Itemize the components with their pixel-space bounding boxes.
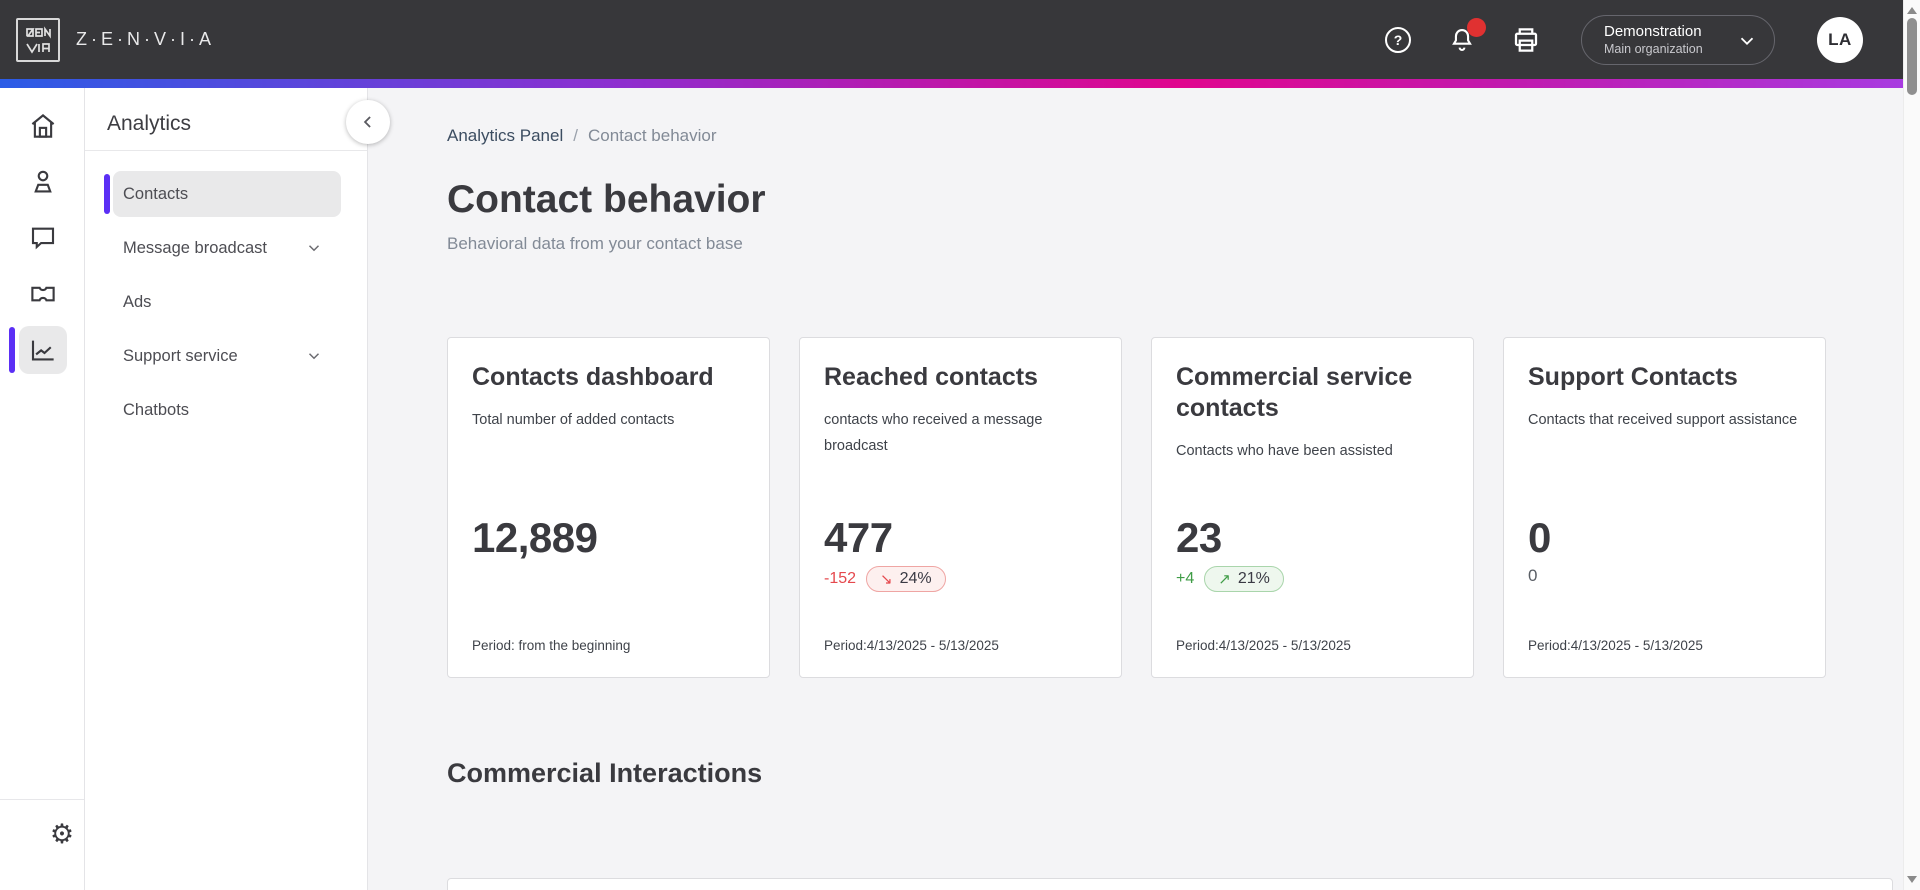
sidebar-menu: Contacts Message broadcast Ads Support s… [85,171,367,433]
section-title-commercial-interactions: Commercial Interactions [447,758,763,788]
help-icon[interactable]: ? [1381,23,1415,57]
card-support-contacts: Support Contacts Contacts that received … [1503,337,1826,678]
scroll-up-arrow[interactable] [1907,7,1917,14]
page-title: Contact behavior [447,178,766,221]
card-reached-contacts: Reached contacts contacts who received a… [799,337,1122,678]
page-subtitle: Behavioral data from your contact base [447,234,743,253]
brand-wordmark: Z·E·N·V·I·A [76,29,215,49]
card-description: Contacts that received support assistanc… [1528,412,1798,428]
topbar: Z·E·N·V·I·A ? Demonstration Main organiz… [0,0,1903,79]
sidebar-collapse-button[interactable] [346,100,390,144]
card-value: 23 [1176,514,1222,561]
card-title: Commercial service contacts [1176,363,1413,422]
printer-icon[interactable] [1509,23,1543,57]
svg-text:?: ? [1394,32,1403,48]
home-icon [28,111,58,141]
notifications-bell-icon[interactable] [1445,17,1486,57]
sidebar-divider [85,150,367,151]
sidebar-item-label: Ads [123,292,152,311]
gear-icon: ⚙ [49,818,75,849]
sidebar-item-label: Message broadcast [123,238,267,257]
organization-switcher[interactable]: Demonstration Main organization [1581,14,1775,65]
card-period: Period: from the beginning [472,638,631,653]
sidebar-item-chatbots[interactable]: Chatbots [113,387,341,433]
sidebar-item-message-broadcast[interactable]: Message broadcast [113,225,341,271]
rail-item-campaigns[interactable] [19,270,67,318]
sidebar-item-ads[interactable]: Ads [113,279,341,325]
rail-item-conversations[interactable] [19,214,67,262]
chevron-down-icon [305,347,323,365]
trend-percent: 24% [899,570,932,587]
rail-item-settings[interactable]: ⚙ [38,810,86,858]
card-title: Reached contacts [824,363,1038,391]
breadcrumb: Analytics Panel / Contact behavior [447,124,1903,148]
sidebar-title: Analytics [107,112,192,135]
card-description: Contacts who have been assisted [1176,443,1393,459]
chevron-down-icon [1736,30,1758,52]
nav-rail: ⚙ [0,88,85,890]
analytics-sidebar: Analytics Contacts Message broadcast Ads… [85,88,368,890]
kpi-cards-row: Contacts dashboard Total number of added… [447,337,1903,678]
sidebar-item-label: Contacts [123,184,189,203]
card-value: 0 [1528,514,1551,561]
card-description: Total number of added contacts [472,412,675,428]
card-title: Contacts dashboard [472,363,714,391]
vertical-scrollbar[interactable] [1903,0,1920,890]
trend-up-arrow-icon: ↗ [1218,571,1231,588]
sidebar-item-contacts[interactable]: Contacts [104,171,341,217]
card-delta-row: -152 ↘ 24% [824,566,946,592]
organization-name: Demonstration [1604,23,1702,40]
organization-subtitle: Main organization [1604,42,1703,56]
card-period: Period:4/13/2025 - 5/13/2025 [1176,638,1351,653]
zenvia-logo-icon[interactable] [16,17,60,62]
ticket-icon [28,279,58,309]
card-delta-row: 0 [1528,566,1537,586]
notification-badge-dot [1467,17,1486,37]
rail-divider [0,799,84,800]
rail-item-contacts[interactable] [19,158,67,206]
card-description: contacts who received a message broadcas… [824,412,1043,454]
line-chart-icon [28,335,58,365]
brand-gradient-bar [0,79,1903,88]
sidebar-item-support-service[interactable]: Support service [113,333,341,379]
trend-percent: 21% [1237,570,1270,587]
breadcrumb-current: Contact behavior [587,126,717,145]
card-commercial-service-contacts: Commercial service contacts Contacts who… [1151,337,1474,678]
user-avatar[interactable]: LA [1817,16,1863,63]
card-value: 477 [824,514,893,561]
person-icon [28,167,58,197]
scroll-down-arrow[interactable] [1907,876,1917,883]
card-value: 12,889 [472,514,598,561]
card-delta-row: +4 ↗ 21% [1176,566,1284,592]
rail-item-analytics[interactable] [9,326,67,374]
card-period: Period:4/13/2025 - 5/13/2025 [824,638,999,653]
app-body: ⚙ Analytics Contacts Message broadcast A… [0,88,1903,890]
sidebar-item-label: Chatbots [123,400,190,419]
trend-down-arrow-icon: ↘ [880,571,893,588]
delta-value: +4 [1176,570,1195,587]
trend-badge: ↗ 21% [1204,566,1284,592]
commercial-interactions-card-partial [447,878,1893,890]
breadcrumb-parent-link[interactable]: Analytics Panel [447,126,564,145]
breadcrumb-separator: / [573,126,578,145]
trend-badge: ↘ 24% [866,566,946,592]
card-contacts-dashboard: Contacts dashboard Total number of added… [447,337,770,678]
rail-item-home[interactable] [19,102,67,150]
chat-bubble-icon [28,223,58,253]
card-title: Support Contacts [1528,363,1738,391]
card-period: Period:4/13/2025 - 5/13/2025 [1528,638,1703,653]
secondary-value: 0 [1528,566,1538,585]
delta-value: -152 [824,570,857,587]
chevron-down-icon [305,239,323,257]
sidebar-item-label: Support service [123,346,238,365]
main-content: Analytics Panel / Contact behavior Conta… [368,88,1903,890]
scrollbar-thumb[interactable] [1907,18,1917,95]
